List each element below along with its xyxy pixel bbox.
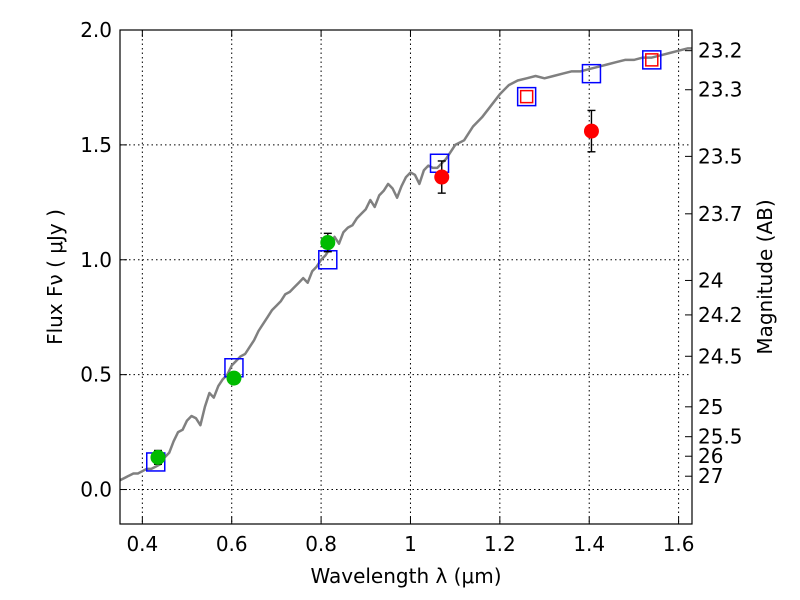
model-photometry-square xyxy=(429,153,450,174)
y-axis-label: Flux Fν ( μJy ) xyxy=(43,209,67,345)
marker-layer xyxy=(146,50,662,472)
x-tick-label: 0.8 xyxy=(305,532,337,556)
y2-tick-label: 26 xyxy=(698,444,723,468)
y2-axis-label: Magnitude (AB) xyxy=(753,199,777,354)
y-tick-label: 1.0 xyxy=(80,248,112,272)
spectrum-line xyxy=(119,47,692,482)
optical-data-point xyxy=(226,370,242,386)
near-ir-data-point xyxy=(583,123,599,139)
tick-labels: 0.4 0.6 0.8 1 1.2 1.4 1.6 0.0 0.5 1.0 1.5 2.0 23.2 23… xyxy=(80,18,742,556)
y-tick-label: 1.5 xyxy=(80,133,112,157)
grid xyxy=(120,29,692,524)
y2-tick-label: 24.2 xyxy=(698,303,743,327)
y2-tick-label: 27 xyxy=(698,464,723,488)
x-tick-label: 1.2 xyxy=(484,532,516,556)
x-tick-label: 1 xyxy=(404,532,417,556)
x-tick-label: 0.4 xyxy=(126,532,158,556)
model-photometry-square xyxy=(516,86,537,107)
model-photometry-square xyxy=(581,63,602,84)
optical-data-point xyxy=(150,449,166,465)
y2-tick-label: 24 xyxy=(698,268,723,292)
plot-frame xyxy=(119,29,693,525)
x-tick-label: 1.4 xyxy=(573,532,605,556)
y2-tick-label: 23.2 xyxy=(698,39,743,63)
y2-tick-label: 25 xyxy=(698,395,723,419)
hst-photometry-square xyxy=(645,53,659,67)
y-tick-label: 0.5 xyxy=(80,363,112,387)
y-tick-label: 2.0 xyxy=(80,18,112,42)
spectrum-layer xyxy=(119,47,692,482)
y2-tick-label: 23.7 xyxy=(698,202,743,226)
x-tick-label: 0.6 xyxy=(216,532,248,556)
x-tick-label: 1.6 xyxy=(663,532,695,556)
hst-photometry-square xyxy=(519,89,534,104)
ticks xyxy=(120,29,692,524)
near-ir-data-point xyxy=(434,169,450,185)
y-tick-label: 0.0 xyxy=(80,478,112,502)
x-axis-label: Wavelength λ (μm) xyxy=(310,564,501,588)
model-photometry-square xyxy=(642,50,662,70)
optical-data-point xyxy=(320,235,336,251)
y2-tick-label: 23.3 xyxy=(698,78,743,102)
y2-tick-label: 24.5 xyxy=(698,344,743,368)
y2-tick-label: 23.5 xyxy=(698,144,743,168)
y2-tick-label: 25.5 xyxy=(698,425,743,449)
